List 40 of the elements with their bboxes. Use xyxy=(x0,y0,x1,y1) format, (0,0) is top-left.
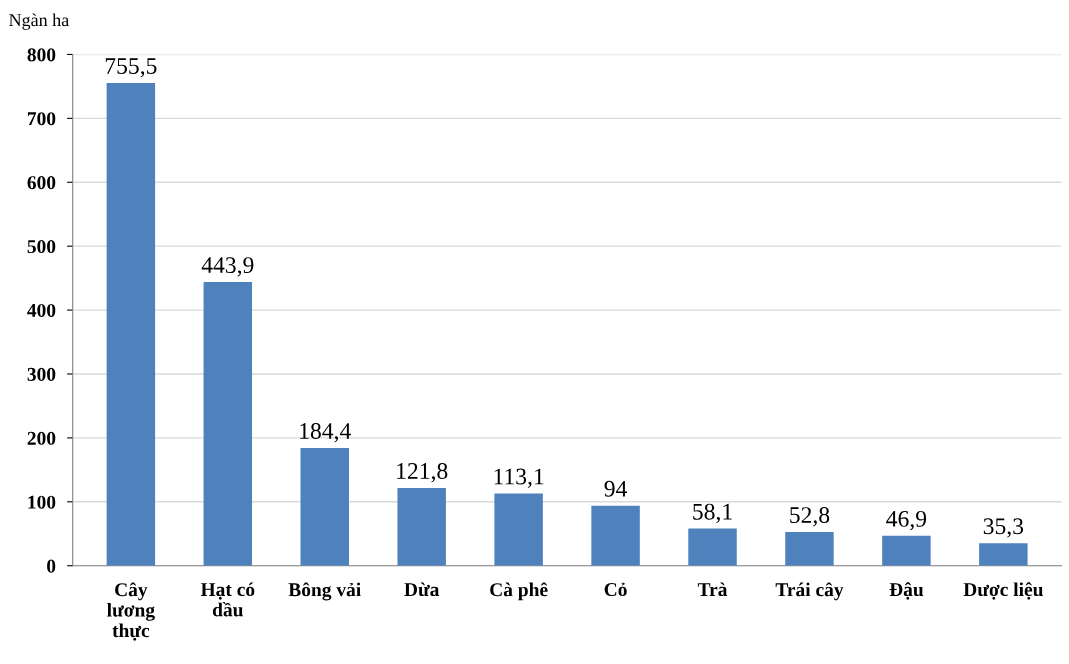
x-tick-label: Dừa xyxy=(404,582,440,597)
bar xyxy=(882,535,931,566)
data-label: 35,3 xyxy=(983,518,1024,538)
bar xyxy=(397,487,446,566)
x-tick-label: Hạt có dầu xyxy=(200,582,255,617)
x-tick-label: Trái cây xyxy=(775,582,844,601)
data-label: 46,9 xyxy=(886,510,927,531)
x-tick-label: Cỏ xyxy=(604,582,627,597)
data-label: 58,1 xyxy=(693,503,732,524)
y-axis-title: Ngàn ha xyxy=(9,13,69,30)
x-tick-label: Cà phê xyxy=(490,582,548,601)
bar xyxy=(688,528,737,566)
bar xyxy=(591,505,640,566)
y-tick-label: 500 xyxy=(27,239,56,254)
data-label: 755,5 xyxy=(105,58,157,78)
bar xyxy=(106,82,156,566)
y-tick-label: 200 xyxy=(27,431,56,445)
bar xyxy=(203,282,253,566)
bar xyxy=(300,447,349,566)
bar xyxy=(494,493,543,566)
data-label: 443,9 xyxy=(201,257,254,277)
x-tick-label: Đậu xyxy=(889,582,924,600)
y-tick-label: 400 xyxy=(27,303,56,318)
x-tick-label: Dược liệu xyxy=(963,582,1043,600)
y-tick-label: 800 xyxy=(27,48,56,62)
bar xyxy=(979,543,1028,566)
data-label: 94 xyxy=(604,480,628,497)
y-tick-label: 300 xyxy=(27,367,56,381)
data-label: 113,1 xyxy=(494,468,544,488)
y-tick-label: 700 xyxy=(27,112,56,126)
data-label: 52,8 xyxy=(790,507,830,527)
data-label: 184,4 xyxy=(300,422,351,443)
data-label: 121,8 xyxy=(397,462,448,483)
x-tick-label: Trà xyxy=(697,582,728,597)
y-tick-label: 600 xyxy=(27,176,56,190)
x-tick-label: Cây lương thực xyxy=(107,582,155,641)
bar xyxy=(785,531,834,566)
y-tick-label: 100 xyxy=(28,495,56,509)
x-tick-label: Bông vải xyxy=(288,582,361,601)
y-tick-label: 0 xyxy=(47,559,56,573)
